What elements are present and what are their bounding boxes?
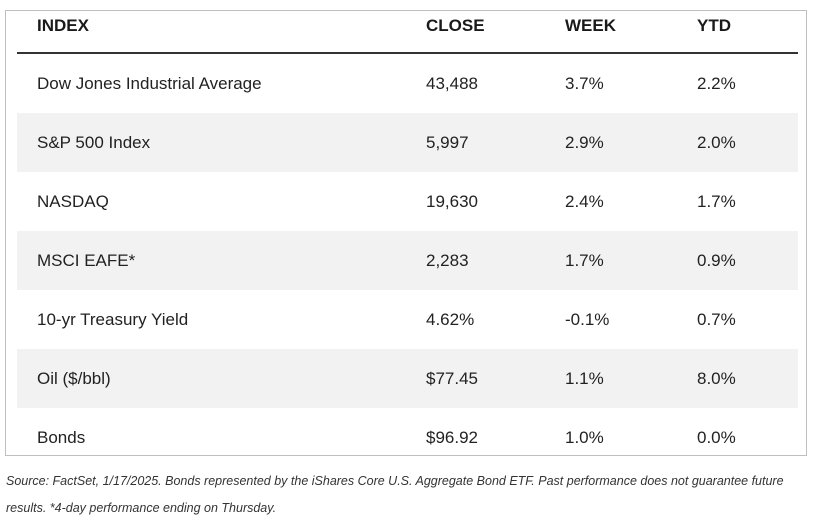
table-row: Oil ($/bbl) $77.45 1.1% 8.0% xyxy=(17,349,798,408)
index-name: Oil ($/bbl) xyxy=(37,368,111,388)
index-name: Bonds xyxy=(37,427,86,447)
close-value: 43,488 xyxy=(426,73,478,93)
ytd-value: 2.2% xyxy=(697,73,736,93)
market-index-table: INDEX CLOSE WEEK YTD Dow Jones Industria… xyxy=(17,10,798,467)
table-row: Bonds $96.92 1.0% 0.0% xyxy=(17,408,798,467)
week-value: 3.7% xyxy=(565,73,604,93)
table-row: 10-yr Treasury Yield 4.62% -0.1% 0.7% xyxy=(17,290,798,349)
week-value: -0.1% xyxy=(565,309,610,329)
header-week: WEEK xyxy=(565,16,616,35)
header-index: INDEX xyxy=(37,16,89,35)
close-value: $77.45 xyxy=(426,368,478,388)
source-footnote: Source: FactSet, 1/17/2025. Bonds repres… xyxy=(6,474,784,515)
ytd-value: 2.0% xyxy=(697,132,736,152)
index-name: NASDAQ xyxy=(37,191,109,211)
week-value: 1.0% xyxy=(565,427,604,447)
ytd-value: 8.0% xyxy=(697,368,736,388)
table-row: MSCI EAFE* 2,283 1.7% 0.9% xyxy=(17,231,798,290)
close-value: 5,997 xyxy=(426,132,469,152)
week-value: 1.7% xyxy=(565,250,604,270)
table-row: NASDAQ 19,630 2.4% 1.7% xyxy=(17,172,798,231)
close-value: 19,630 xyxy=(426,191,478,211)
week-value: 2.4% xyxy=(565,191,604,211)
index-name: MSCI EAFE* xyxy=(37,250,136,270)
header-close: CLOSE xyxy=(426,16,485,35)
close-value: 4.62% xyxy=(426,309,475,329)
ytd-value: 0.7% xyxy=(697,309,736,329)
table-frame xyxy=(5,10,807,456)
week-value: 1.1% xyxy=(565,368,604,388)
close-value: $96.92 xyxy=(426,427,478,447)
ytd-value: 0.9% xyxy=(697,250,736,270)
ytd-value: 0.0% xyxy=(697,427,736,447)
table-row: S&P 500 Index 5,997 2.9% 2.0% xyxy=(17,113,798,172)
ytd-value: 1.7% xyxy=(697,191,736,211)
week-value: 2.9% xyxy=(565,132,604,152)
table-header-row: INDEX CLOSE WEEK YTD xyxy=(17,10,798,54)
table-row: Dow Jones Industrial Average 43,488 3.7%… xyxy=(17,54,798,113)
index-name: 10-yr Treasury Yield xyxy=(37,309,189,329)
index-name: S&P 500 Index xyxy=(37,132,151,152)
header-ytd: YTD xyxy=(697,16,731,35)
close-value: 2,283 xyxy=(426,250,469,270)
index-name: Dow Jones Industrial Average xyxy=(37,73,262,93)
